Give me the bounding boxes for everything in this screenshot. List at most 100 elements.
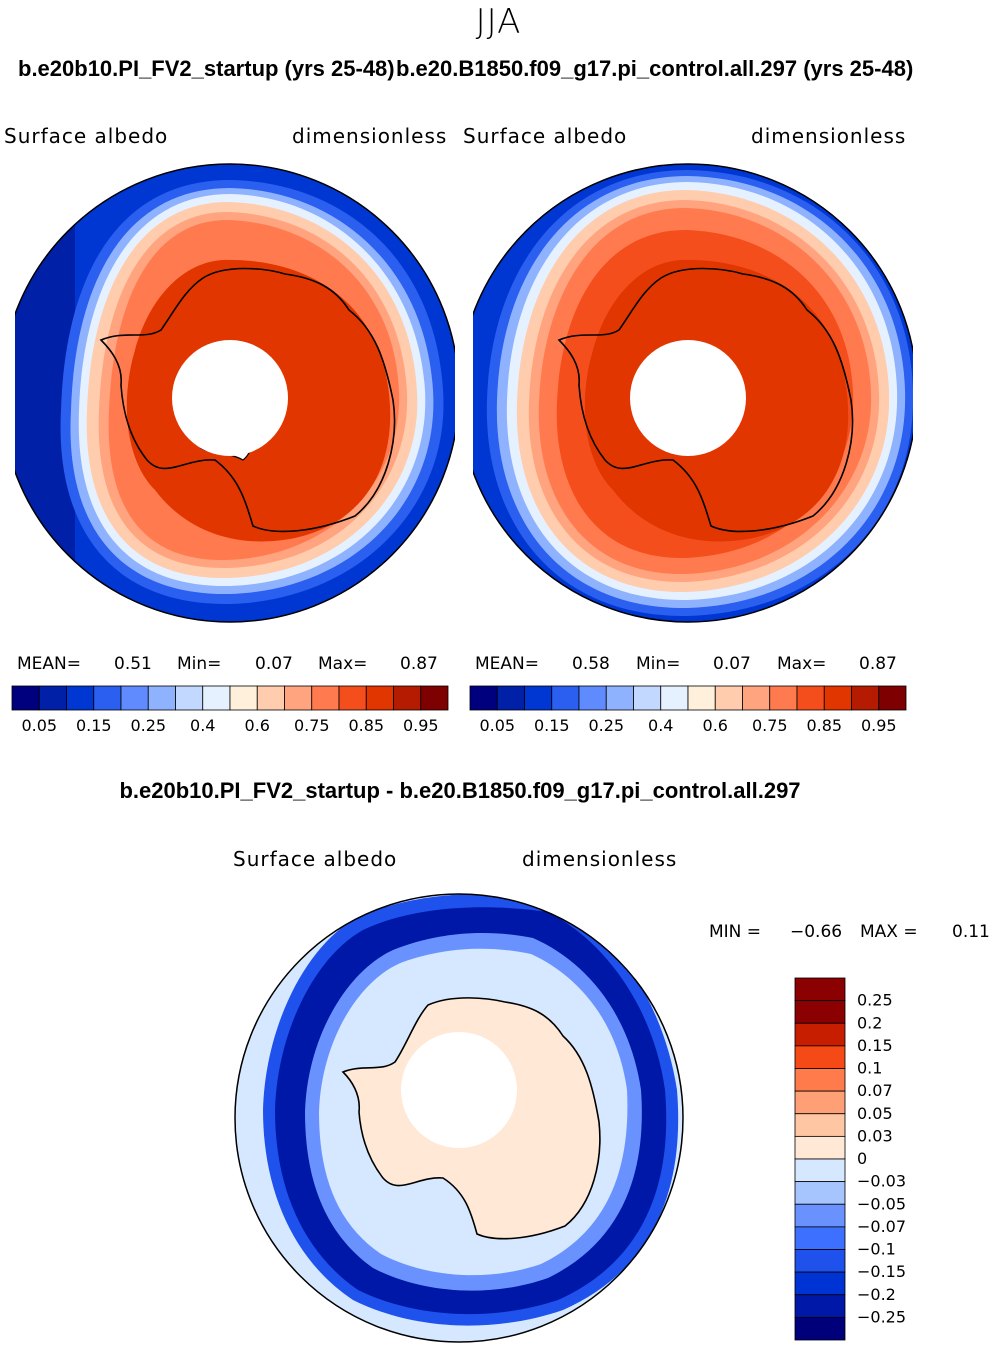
right-max-label: Max= xyxy=(777,654,827,674)
right-min-label: Min= xyxy=(636,654,681,674)
left-max-value: 0.87 xyxy=(400,654,438,674)
left-colorbar-tick-label: 0.75 xyxy=(294,716,330,735)
right-map xyxy=(473,163,913,623)
diff-colorbar-swatch xyxy=(794,1135,846,1160)
left-min-value: 0.07 xyxy=(255,654,293,674)
diff-colorbar-swatch xyxy=(794,1181,846,1205)
left-mean-value: 0.51 xyxy=(114,654,152,674)
left-colorbar-swatch xyxy=(66,685,95,711)
diff-colorbar-tick-label: 0.03 xyxy=(857,1126,893,1145)
antarctica-coastline xyxy=(341,997,601,1240)
left-case-title: b.e20b10.PI_FV2_startup (yrs 25-48) xyxy=(18,56,395,81)
right-colorbar-swatch xyxy=(496,685,525,711)
right-colorbar-tick-label: 0.25 xyxy=(588,716,624,735)
right-colorbar-tick-label: 0.75 xyxy=(752,716,788,735)
antarctica-coastline xyxy=(557,267,854,533)
right-colorbar-swatch xyxy=(469,685,498,711)
diff-max-value: 0.11 xyxy=(952,922,990,942)
diff-colorbar-swatch xyxy=(794,1316,846,1341)
season-title: JJA xyxy=(475,2,522,42)
polar-data-gap xyxy=(401,1032,517,1148)
left-colorbar-tick-label: 0.05 xyxy=(21,716,57,735)
left-colorbar: 0.05 0.15 0.25 0.4 0.6 0.75 0.85 0.95 xyxy=(11,685,449,735)
polar-data-gap xyxy=(172,340,288,456)
left-colorbar-tick-label: 0.15 xyxy=(76,716,112,735)
left-colorbar-swatch xyxy=(147,685,176,711)
diff-colorbar-swatch xyxy=(794,1090,846,1115)
diff-colorbar-swatch xyxy=(794,1000,846,1024)
map-boundary xyxy=(473,163,913,623)
left-colorbar-tick-label: 0.25 xyxy=(130,716,166,735)
polar-data-gap xyxy=(630,340,746,456)
left-colorbar-swatch xyxy=(202,685,231,711)
left-colorbar-tick-label: 0.95 xyxy=(403,716,439,735)
diff-colorbar-tick-label: 0.07 xyxy=(857,1081,893,1100)
map-boundary xyxy=(234,893,684,1343)
right-colorbar-swatch xyxy=(524,685,553,711)
difference-colorbar: 0.25 0.2 0.15 0.1 0.07 0.05 0.03 0 −0.03 −0.05 −0.… xyxy=(794,977,906,1341)
left-colorbar-swatch xyxy=(256,685,285,711)
diff-colorbar-swatch xyxy=(794,1294,846,1318)
diff-colorbar-swatch xyxy=(794,1249,846,1273)
diff-colorbar-tick-label: 0.2 xyxy=(857,1013,882,1032)
right-max-value: 0.87 xyxy=(859,654,897,674)
diff-colorbar-tick-label: −0.03 xyxy=(857,1172,906,1191)
left-colorbar-swatch xyxy=(229,685,258,711)
right-colorbar-swatch xyxy=(687,685,716,711)
diff-colorbar-swatch xyxy=(794,1113,846,1137)
diff-colorbar-swatch xyxy=(794,1068,846,1092)
left-max-label: Max= xyxy=(318,654,368,674)
left-colorbar-tick-label: 0.6 xyxy=(245,716,270,735)
right-colorbar: 0.05 0.15 0.25 0.4 0.6 0.75 0.85 0.95 xyxy=(469,685,907,735)
diff-colorbar-tick-label: 0.1 xyxy=(857,1059,882,1078)
map-boundary xyxy=(15,163,455,623)
left-colorbar-swatch xyxy=(393,685,422,711)
right-colorbar-swatch xyxy=(551,685,580,711)
left-colorbar-swatch xyxy=(311,685,340,711)
left-colorbar-swatch xyxy=(11,685,40,711)
left-colorbar-swatch xyxy=(175,685,204,711)
diff-colorbar-tick-label: −0.15 xyxy=(857,1262,906,1281)
right-colorbar-tick-label: 0.85 xyxy=(806,716,842,735)
left-units-label: dimensionless xyxy=(292,124,448,148)
diff-colorbar-tick-label: −0.2 xyxy=(857,1285,896,1304)
right-colorbar-tick-label: 0.05 xyxy=(479,716,515,735)
left-colorbar-swatch xyxy=(338,685,367,711)
diff-colorbar-tick-label: 0.05 xyxy=(857,1104,893,1123)
diff-units-label: dimensionless xyxy=(522,847,678,871)
left-mean-label: MEAN= xyxy=(17,654,81,674)
right-colorbar-swatch xyxy=(851,685,880,711)
diff-colorbar-swatch xyxy=(794,1271,846,1296)
diff-colorbar-swatch xyxy=(794,1158,846,1183)
right-colorbar-swatch xyxy=(878,685,907,711)
right-colorbar-tick-label: 0.15 xyxy=(534,716,570,735)
right-min-value: 0.07 xyxy=(713,654,751,674)
left-colorbar-swatch xyxy=(365,685,394,711)
right-colorbar-swatch xyxy=(823,685,852,711)
left-map xyxy=(15,163,455,623)
right-colorbar-swatch xyxy=(660,685,689,711)
diff-colorbar-swatch xyxy=(794,977,846,1002)
diff-colorbar-tick-label: −0.05 xyxy=(857,1194,906,1213)
left-colorbar-tick-label: 0.4 xyxy=(190,716,215,735)
diff-colorbar-swatch xyxy=(794,1045,846,1069)
difference-case-title: b.e20b10.PI_FV2_startup - b.e20.B1850.f0… xyxy=(119,778,801,803)
right-mean-label: MEAN= xyxy=(475,654,539,674)
right-colorbar-swatch xyxy=(633,685,662,711)
left-colorbar-swatch xyxy=(93,685,122,711)
left-colorbar-tick-label: 0.85 xyxy=(348,716,384,735)
diff-colorbar-swatch xyxy=(794,1022,846,1047)
left-colorbar-swatch xyxy=(284,685,313,711)
right-colorbar-swatch xyxy=(714,685,743,711)
diff-min-value: −0.66 xyxy=(790,922,843,942)
diff-colorbar-tick-label: −0.25 xyxy=(857,1307,906,1326)
diff-max-label: MAX = xyxy=(860,922,918,942)
diff-colorbar-tick-label: −0.1 xyxy=(857,1240,896,1259)
right-mean-value: 0.58 xyxy=(572,654,610,674)
right-colorbar-tick-label: 0.6 xyxy=(703,716,728,735)
difference-map xyxy=(234,893,684,1343)
low-albedo-band xyxy=(15,164,75,622)
left-colorbar-swatch xyxy=(120,685,149,711)
right-colorbar-swatch xyxy=(796,685,825,711)
left-colorbar-swatch xyxy=(38,685,67,711)
